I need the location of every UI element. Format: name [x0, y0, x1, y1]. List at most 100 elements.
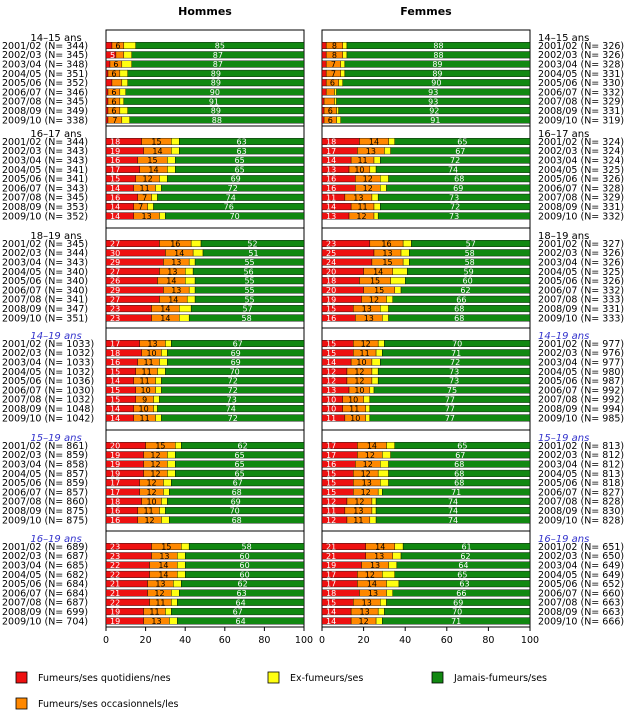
bar-segment [167, 451, 176, 459]
bar-value-label: 64 [458, 561, 468, 570]
row-label-hommes: 2007/08 (N= 1032) [2, 395, 94, 406]
bar-segment [155, 386, 162, 394]
bar-value-label: 29 [110, 286, 120, 295]
bar-segment [380, 358, 531, 366]
bar-segment [194, 258, 305, 266]
group-label-right: 16–19 ans [538, 534, 589, 545]
group-label-right: 18–19 ans [538, 231, 589, 242]
bar-value-label: 21 [326, 552, 336, 561]
row-label-hommes: 2001/02 (N= 689) [2, 542, 88, 553]
bar-segment [175, 460, 305, 468]
bar-segment [175, 165, 305, 173]
bar-segment [380, 598, 387, 606]
x-tick-label: 40 [399, 635, 411, 646]
bar-value-label: 14 [326, 608, 336, 617]
bar-value-label: 23 [110, 305, 120, 314]
bar-value-label: 6 [111, 97, 116, 106]
bar-value-label: 10 [141, 386, 151, 395]
bar-value-label: 29 [110, 258, 120, 267]
bar-segment [177, 561, 186, 569]
group-label-right: 14–19 ans [538, 331, 589, 342]
row-label-hommes: 2008/09 (N= 347) [2, 304, 88, 315]
bar-value-label: 19 [110, 451, 120, 460]
bar-value-label: 10 [139, 405, 149, 414]
row-label-femmes: 2006/07 (N= 332) [538, 285, 624, 296]
bar-segment [338, 107, 531, 115]
row-label-hommes: 2001/02 (N= 861) [2, 441, 88, 452]
bar-segment [396, 561, 531, 569]
bar-value-label: 18 [110, 349, 120, 358]
bar-segment [184, 570, 305, 578]
bar-value-label: 19 [110, 469, 120, 478]
bar-segment [336, 107, 339, 115]
bar-segment [119, 88, 127, 96]
bar-segment [386, 589, 393, 597]
bar-segment [375, 617, 383, 625]
bar-value-label: 74 [448, 165, 458, 174]
bar-value-label: 22 [110, 598, 120, 607]
bar-value-label: 16 [170, 240, 180, 249]
bar-segment [190, 239, 202, 247]
row-label-hommes: 2002/03 (N= 345) [2, 50, 88, 61]
bar-segment [405, 277, 531, 285]
bar-segment [394, 570, 531, 578]
bar-segment [342, 79, 531, 87]
row-label-hommes: 2005/06 (N= 684) [2, 579, 88, 590]
bar-value-label: 13 [167, 267, 177, 276]
row-label-hommes: 2004/05 (N= 857) [2, 469, 88, 480]
row-label-femmes: 2004/05 (N= 649) [538, 570, 624, 581]
bar-value-label: 16 [110, 516, 120, 525]
bar-segment [159, 212, 166, 220]
bar-value-label: 62 [460, 286, 470, 295]
bar-value-label: 20 [326, 267, 336, 276]
bar-value-label: 65 [235, 460, 245, 469]
row-label-femmes: 2007/08 (N= 329) [538, 97, 624, 108]
row-label-hommes: 2005/06 (N= 340) [2, 276, 88, 287]
bar-segment [159, 507, 166, 515]
bar-value-label: 15 [382, 258, 392, 267]
bar-segment [382, 314, 389, 322]
bar-value-label: 68 [232, 516, 242, 525]
bar-segment [342, 42, 348, 50]
bar-value-label: 15 [155, 442, 165, 451]
row-label-femmes: 2009/10 (N= 666) [538, 616, 624, 627]
bar-value-label: 57 [242, 305, 252, 314]
bar-segment [125, 88, 305, 96]
bar-value-label: 13 [364, 314, 374, 323]
bar-segment [371, 377, 379, 385]
bar-segment [323, 97, 335, 105]
bar-segment [384, 147, 391, 155]
bar-value-label: 89 [432, 69, 442, 78]
legend-label: Fumeurs/ses occasionnels/les [38, 699, 179, 710]
bar-value-label: 15 [147, 156, 157, 165]
bar-segment [161, 386, 305, 394]
bar-value-label: 74 [448, 497, 458, 506]
bar-value-label: 6 [113, 60, 118, 69]
bar-segment [365, 405, 371, 413]
bar-value-label: 11 [360, 349, 370, 358]
row-label-femmes: 2006/07 (N= 827) [538, 487, 624, 498]
bar-value-label: 13 [141, 212, 151, 221]
bar-value-label: 17 [110, 340, 120, 349]
bar-value-label: 13 [159, 552, 169, 561]
bar-segment [386, 184, 531, 192]
bar-segment [342, 51, 348, 59]
bar-segment [377, 193, 531, 201]
row-label-femmes: 2009/10 (N= 985) [538, 413, 624, 424]
bar-segment [175, 451, 305, 459]
bar-value-label: 10 [348, 395, 358, 404]
bar-value-label: 72 [228, 386, 238, 395]
bar-value-label: 13 [147, 340, 157, 349]
bar-segment [165, 608, 172, 616]
bar-segment [157, 405, 305, 413]
bar-value-label: 87 [213, 51, 223, 60]
bar-value-label: 12 [354, 367, 364, 376]
bar-value-label: 55 [244, 295, 254, 304]
bar-value-label: 18 [326, 277, 336, 286]
bar-value-label: 60 [240, 570, 250, 579]
bar-segment [384, 608, 531, 616]
bar-value-label: 63 [237, 138, 247, 147]
bar-value-label: 14 [326, 617, 336, 626]
bar-value-label: 13 [370, 561, 380, 570]
bar-value-label: 72 [228, 414, 238, 423]
